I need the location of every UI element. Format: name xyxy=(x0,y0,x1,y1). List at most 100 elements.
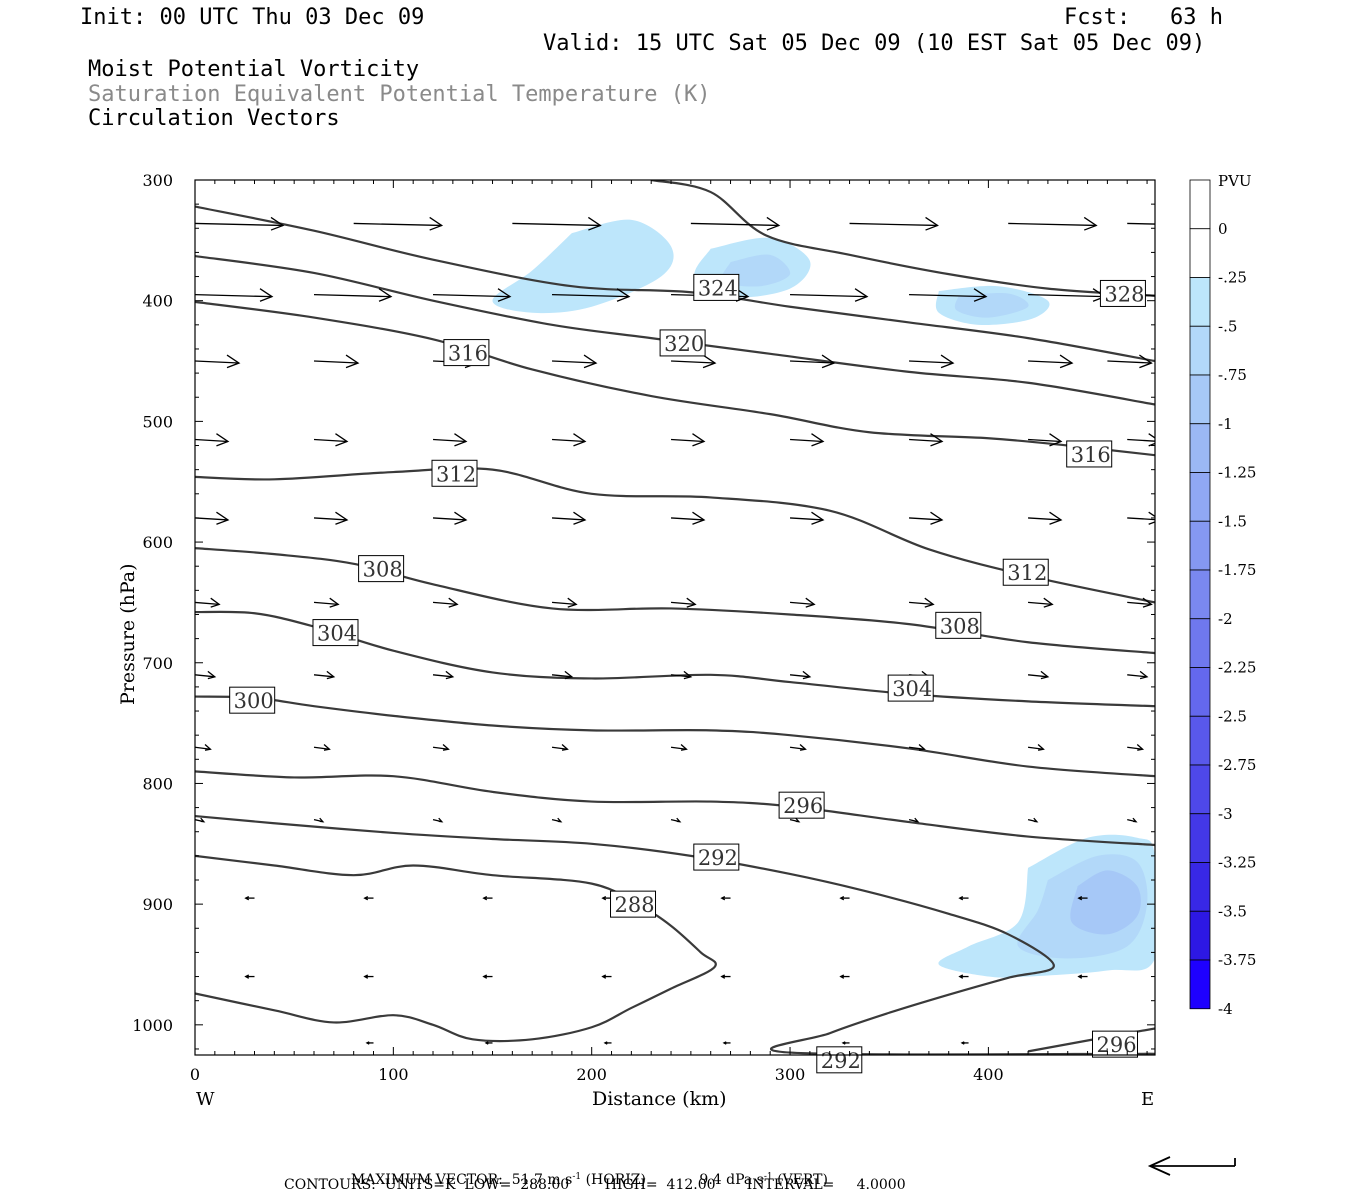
vector-1-0 xyxy=(195,288,274,302)
valid-time: Valid: 15 UTC Sat 05 Dec 09 (10 EST Sat … xyxy=(543,31,1206,56)
vector-shaft xyxy=(909,294,987,298)
vector-head xyxy=(438,817,444,823)
colorbar-swatch-2 xyxy=(1189,277,1211,327)
vector-head xyxy=(482,895,488,901)
pv-region-8 xyxy=(954,292,1029,318)
reference-vector xyxy=(1147,1156,1236,1176)
vector-8-0 xyxy=(195,817,206,823)
vector-4-1 xyxy=(313,511,349,525)
forecast-hour: Fcst: 63 h xyxy=(1064,5,1223,30)
vector-head xyxy=(722,1041,727,1045)
vector-head xyxy=(378,288,393,302)
vector-4-5 xyxy=(790,511,825,525)
vector-head xyxy=(216,511,230,525)
vector-shaft xyxy=(1028,517,1062,521)
vector-shaft xyxy=(1028,294,1106,298)
vector-9-2 xyxy=(482,895,493,901)
pv-region-12 xyxy=(1070,870,1141,935)
vector-head xyxy=(924,597,935,608)
vector-shaft xyxy=(195,294,273,298)
vector-shaft xyxy=(313,517,348,521)
vector-8-2 xyxy=(432,817,444,823)
contour-label-box-10a xyxy=(610,890,657,918)
y-tick-label-400: 400 xyxy=(142,292,173,311)
vector-head xyxy=(676,817,682,823)
vector-10-3 xyxy=(601,974,612,979)
vector-head xyxy=(601,974,607,979)
vector-6-4 xyxy=(670,670,693,680)
vector-10-7 xyxy=(1077,974,1088,979)
vector-head xyxy=(1037,744,1045,751)
vector-head xyxy=(567,597,578,608)
contour-label-box-9b xyxy=(816,1046,863,1074)
max-horiz-unit: (HORIZ) xyxy=(585,1172,646,1188)
vector-shaft xyxy=(690,222,779,227)
vector-head xyxy=(335,433,349,447)
vector-10-4 xyxy=(720,974,731,979)
vector-9-7 xyxy=(1077,895,1088,901)
vector-4-2 xyxy=(432,511,468,525)
vector-head xyxy=(795,817,801,823)
vector-head xyxy=(259,288,274,302)
colorbar-level-16: -4 xyxy=(1218,1000,1233,1018)
vector-3-1 xyxy=(313,433,349,447)
contour-label-5a: 320 xyxy=(664,332,704,356)
colorbar-swatch-13 xyxy=(1189,813,1211,863)
vector-head xyxy=(454,511,468,525)
max-vert-exp: -1 xyxy=(763,1172,773,1182)
colorbar-swatch-6 xyxy=(1189,472,1211,522)
contour-label-box-3a xyxy=(431,459,478,487)
vector-11-2 xyxy=(603,1041,612,1045)
vector-8-6 xyxy=(908,817,920,823)
vector-head xyxy=(1136,744,1145,751)
contour-label-box-5a xyxy=(659,329,706,357)
max-vert-unit: (VERT) xyxy=(777,1172,828,1188)
vector-shaft xyxy=(195,517,229,521)
vector-5-2 xyxy=(432,597,459,608)
vector-shaft xyxy=(313,674,334,678)
vector-6-0 xyxy=(195,670,217,680)
vector-3-7 xyxy=(1028,433,1063,447)
vector-7-3 xyxy=(551,744,569,751)
contour-label-box-2b xyxy=(935,611,982,639)
vector-4-7 xyxy=(1028,511,1063,525)
contour-label-box-11a xyxy=(1091,1030,1138,1058)
vector-head xyxy=(1077,895,1083,901)
vector-head xyxy=(821,354,836,369)
vector-head xyxy=(1059,354,1074,369)
colorbar-level-4: -1 xyxy=(1218,415,1233,433)
contour-label-4a: 316 xyxy=(448,342,488,366)
vector-shaft xyxy=(908,746,925,750)
x-tick-label-300: 300 xyxy=(775,1065,806,1084)
vector-7-5 xyxy=(789,744,807,751)
vector-head xyxy=(1083,216,1098,231)
vector-head xyxy=(445,670,455,680)
colorbar-level-2: -.5 xyxy=(1218,317,1237,335)
theta-es-contours xyxy=(195,180,1155,1055)
vector-shaft xyxy=(789,601,815,606)
colorbar-level-15: -3.75 xyxy=(1218,951,1256,969)
vector-head xyxy=(680,744,688,751)
contour-label-2a: 308 xyxy=(363,558,403,582)
vector-head xyxy=(583,354,598,369)
vector-4-3 xyxy=(551,511,587,525)
colorbar-level-3: -.75 xyxy=(1218,366,1247,384)
vector-head xyxy=(1139,670,1149,680)
vector-head xyxy=(702,354,717,369)
vector-0-1 xyxy=(353,216,444,231)
contour-label-box-0a xyxy=(229,686,276,714)
vector-head xyxy=(326,670,336,680)
vector-7-6 xyxy=(908,744,926,751)
vector-head xyxy=(603,1041,608,1045)
contour-label-9a: 292 xyxy=(698,846,738,870)
vector-shaft xyxy=(1028,601,1053,606)
vector-shaft xyxy=(1027,746,1044,750)
colorbar-swatch-16 xyxy=(1189,959,1211,1010)
colorbar-level-8: -2 xyxy=(1218,610,1233,628)
vector-shaft xyxy=(1008,222,1097,227)
colorbar-swatch-1 xyxy=(1189,228,1211,278)
vector-head xyxy=(1033,817,1039,823)
max-horiz-exp: -1 xyxy=(572,1172,582,1182)
vector-10-1 xyxy=(363,974,374,979)
vector-6-7 xyxy=(1027,670,1050,680)
